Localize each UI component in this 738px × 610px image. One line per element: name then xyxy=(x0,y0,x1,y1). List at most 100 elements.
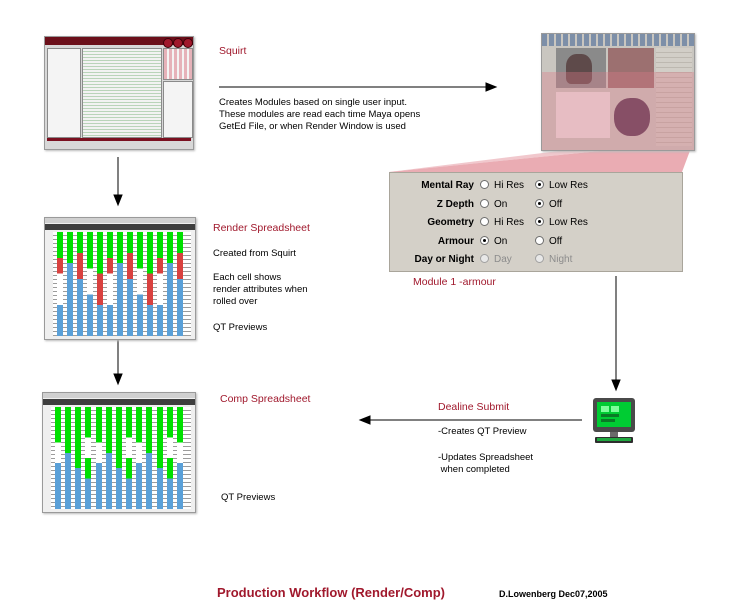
module-caption: Module 1 -armour xyxy=(413,276,496,288)
maya-attribute-panel xyxy=(656,48,692,146)
spreadsheet-column xyxy=(115,407,122,509)
deadline-title: Dealine Submit xyxy=(438,401,510,413)
render-spreadsheet-thumbnail xyxy=(44,217,196,340)
spreadsheet-column xyxy=(167,232,173,336)
spreadsheet-column xyxy=(126,407,133,509)
spreadsheet-toolbar xyxy=(45,218,195,223)
radio-icon[interactable] xyxy=(535,180,544,189)
spreadsheet-header xyxy=(43,399,195,405)
render-rollover-line: rolled over xyxy=(213,296,258,307)
module-row: Armour On Off xyxy=(390,233,682,251)
spreadsheet-column xyxy=(146,407,153,509)
spreadsheet-toolbar xyxy=(43,393,195,398)
deadline-qt-note: -Creates QT Preview xyxy=(438,426,527,437)
module-option[interactable]: On xyxy=(480,198,507,210)
spreadsheet-column xyxy=(65,407,72,509)
maya-outliner xyxy=(556,92,610,138)
module-option-label: Hi Res xyxy=(494,180,525,191)
squirt-title-bar xyxy=(45,37,193,45)
radio-icon[interactable] xyxy=(535,254,544,263)
radio-icon[interactable] xyxy=(535,235,544,245)
squirt-main-grid xyxy=(82,48,162,138)
radio-icon[interactable] xyxy=(480,217,489,226)
module-option[interactable]: Night xyxy=(535,254,572,265)
radio-icon[interactable] xyxy=(480,254,489,263)
module-option-label: On xyxy=(494,235,508,247)
module-option[interactable]: Hi Res xyxy=(480,217,524,228)
squirt-left-list xyxy=(47,48,81,138)
spreadsheet-column xyxy=(157,232,163,336)
module-option-label: Off xyxy=(549,235,563,247)
render-rollover-line: Each cell shows xyxy=(213,272,282,283)
squirt-title: Squirt xyxy=(219,45,247,57)
module-option-label: Low Res xyxy=(549,180,588,191)
module-row-label: Armour xyxy=(437,235,474,247)
render-rollover-line: render attributes when xyxy=(213,284,308,295)
spreadsheet-column xyxy=(147,232,153,336)
module-row: Mental Ray Hi Res Low Res xyxy=(390,177,682,195)
module-option[interactable]: Low Res xyxy=(535,217,588,228)
spreadsheet-column xyxy=(136,407,143,509)
module-row-label: Day or Night xyxy=(414,254,474,265)
spreadsheet-column xyxy=(137,232,143,336)
squirt-window-button xyxy=(163,38,173,48)
comp-columns xyxy=(51,407,191,509)
module-option-label: Day xyxy=(494,254,512,265)
radio-icon[interactable] xyxy=(480,180,489,189)
comp-spreadsheet-thumbnail xyxy=(42,392,196,513)
module-row: Day or Night Day Night xyxy=(390,251,682,269)
spreadsheet-column xyxy=(117,232,123,336)
spreadsheet-column xyxy=(176,407,183,509)
squirt-description: Creates Modules based on single user inp… xyxy=(219,97,420,133)
maya-render-thumbnail xyxy=(541,33,695,151)
maya-toolbar xyxy=(542,34,694,46)
squirt-bottom-bar xyxy=(47,138,191,141)
spreadsheet-column xyxy=(177,232,183,336)
module-row: Geometry Hi Res Low Res xyxy=(390,214,682,232)
deadline-update-note: -Updates Spreadsheet when completed xyxy=(438,452,533,476)
module-row: Z Depth On Off xyxy=(390,196,682,214)
spreadsheet-column xyxy=(55,407,61,509)
comp-spreadsheet-title: Comp Spreadsheet xyxy=(220,393,311,405)
squirt-window-button xyxy=(173,38,183,48)
render-spreadsheet-title: Render Spreadsheet xyxy=(213,222,310,234)
radio-icon[interactable] xyxy=(535,217,544,226)
spreadsheet-column xyxy=(67,232,73,336)
module-option-label: Low Res xyxy=(549,217,588,228)
footer-title: Production Workflow (Render/Comp) xyxy=(217,585,445,600)
spreadsheet-column xyxy=(75,407,82,509)
module-option[interactable]: On xyxy=(480,235,508,247)
module-option-label: Night xyxy=(549,254,573,265)
module-option[interactable]: Off xyxy=(535,198,563,210)
radio-icon[interactable] xyxy=(480,198,489,208)
module-panel: Mental Ray Hi Res Low Res Z Depth On Off Geome… xyxy=(389,172,683,272)
maya-character-render xyxy=(566,54,592,84)
squirt-right-panel xyxy=(163,81,193,138)
module-option-label: Off xyxy=(549,198,563,210)
spreadsheet-column xyxy=(85,407,92,509)
render-qt-previews: QT Previews xyxy=(213,322,268,333)
squirt-window-button xyxy=(183,38,193,48)
radio-icon[interactable] xyxy=(480,235,489,245)
module-option[interactable]: Hi Res xyxy=(480,180,524,191)
module-option[interactable]: Off xyxy=(535,235,563,247)
squirt-right-grid xyxy=(163,48,193,80)
render-created-note: Created from Squirt xyxy=(213,248,296,259)
module-option[interactable]: Low Res xyxy=(535,180,588,191)
squirt-app-thumbnail xyxy=(44,36,194,150)
comp-qt-previews: QT Previews xyxy=(221,492,276,503)
render-columns xyxy=(53,232,191,336)
squirt-description-line: Creates Modules based on single user inp… xyxy=(219,97,408,108)
spreadsheet-column xyxy=(156,407,163,509)
squirt-description-line: These modules are read each time Maya op… xyxy=(219,109,421,120)
module-row-label: Mental Ray xyxy=(421,180,474,191)
deadline-update-line: when completed xyxy=(438,464,510,475)
spreadsheet-column xyxy=(87,232,93,336)
module-option[interactable]: Day xyxy=(480,254,512,265)
spreadsheet-column xyxy=(127,232,133,336)
radio-icon[interactable] xyxy=(535,198,544,208)
maya-character-render xyxy=(614,98,650,136)
maya-render-view xyxy=(608,48,654,88)
spreadsheet-column xyxy=(77,232,83,336)
render-rollover-note: Each cell shows render attributes when r… xyxy=(213,272,308,308)
